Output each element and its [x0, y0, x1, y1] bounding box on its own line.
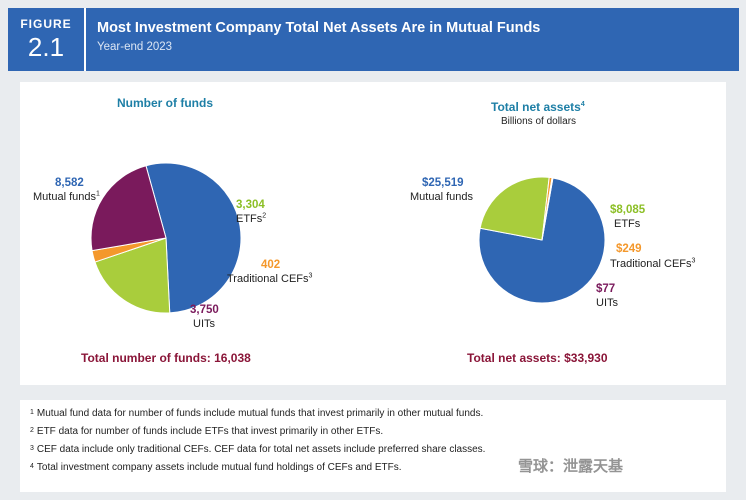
figure-label: FIGURE — [20, 17, 72, 31]
chart1-pie — [90, 162, 242, 314]
chart1-label-traditional-cefs: Traditional CEFs3 — [227, 272, 313, 285]
chart1-label-mutual-funds: Mutual funds1 — [33, 190, 100, 203]
chart2-subtitle: Billions of dollars — [501, 116, 577, 127]
chart2-slice-uits — [541, 177, 554, 241]
chart1-slice-etfs — [94, 237, 171, 314]
chart1-value-mutual-funds: 8,582 — [55, 177, 84, 189]
chart1-value-uits: 3,750 — [190, 304, 219, 316]
chart1-value-traditional-cefs: 402 — [261, 259, 281, 271]
figure-badge: FIGURE 2.1 — [8, 8, 86, 71]
chart2-value-mutual-funds: $25,519 — [422, 177, 464, 189]
figure-header: FIGURE 2.1 Most Investment Company Total… — [8, 8, 739, 71]
footnotes-panel: 1 Mutual fund data for number of funds in… — [20, 400, 726, 492]
chart2-value-traditional-cefs: $249 — [616, 243, 642, 255]
figure-number: 2.1 — [27, 32, 65, 62]
chart2-label-etfs: ETFs — [614, 218, 641, 230]
chart1-label-etfs: ETFs2 — [236, 212, 267, 225]
chart1-slice-uits — [90, 165, 167, 252]
chart2-pie — [478, 176, 606, 304]
chart1-title: Number of funds — [117, 96, 213, 110]
chart2-value-uits: $77 — [596, 283, 616, 295]
chart1-total: Total number of funds: 16,038 — [81, 351, 251, 365]
chart1-label-uits: UITs — [193, 318, 215, 330]
footnote-4: 4 Total investment company assets include… — [30, 462, 402, 473]
figure-title: Most Investment Company Total Net Assets… — [97, 20, 541, 36]
chart2-slice-etfs — [479, 176, 550, 241]
chart2-value-etfs: $8,085 — [610, 204, 646, 216]
chart2-total: Total net assets: $33,930 — [467, 351, 608, 365]
chart2-label-mutual-funds: Mutual funds — [410, 191, 473, 203]
chart2-label-uits: UITs — [596, 297, 618, 309]
footnote-2: 2 ETF data for number of funds include ET… — [30, 426, 384, 437]
chart1-slice-mutual-funds — [145, 162, 242, 314]
footnote-3: 3 CEF data include only traditional CEFs.… — [30, 444, 486, 455]
chart2-label-traditional-cefs: Traditional CEFs3 — [610, 257, 696, 270]
watermark: 雪球：泄露天基 — [518, 458, 624, 475]
footnote-1: 1 Mutual fund data for number of funds in… — [30, 408, 484, 419]
figure-subtitle: Year-end 2023 — [97, 41, 173, 53]
chart2-title: Total net assets4 — [491, 100, 585, 114]
chart1-value-etfs: 3,304 — [236, 199, 265, 211]
